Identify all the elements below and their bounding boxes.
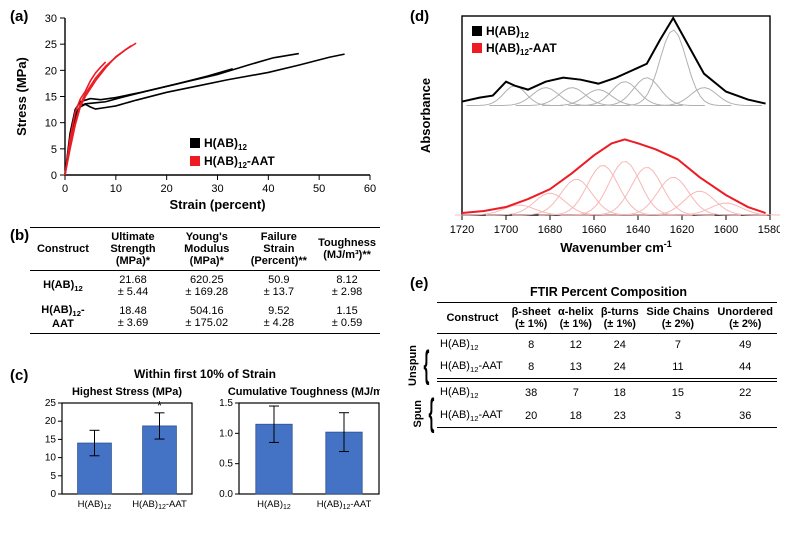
svg-text:25: 25 (45, 39, 57, 51)
ftir-spectra-chart: 1720 1700 1680 1660 1640 1620 1600 1580 Wavenumb… (410, 8, 780, 260)
svg-text:H(AB)12: H(AB)12 (78, 499, 112, 511)
svg-text:1640: 1640 (626, 224, 650, 236)
panel-e-ftir-table: (e) FTIR Percent Composition Constructβ-… (410, 285, 780, 428)
svg-text:10: 10 (110, 183, 122, 195)
panel-c-title: Within first 10% of Strain (30, 367, 380, 381)
svg-text:1680: 1680 (538, 224, 562, 236)
svg-text:1720: 1720 (450, 224, 474, 236)
svg-text:1700: 1700 (494, 224, 518, 236)
svg-text:0.0: 0.0 (219, 489, 233, 500)
svg-text:H(AB)12-AAT: H(AB)12-AAT (317, 499, 372, 511)
svg-text:H(AB)12-AAT: H(AB)12-AAT (486, 41, 557, 57)
svg-text:60: 60 (364, 183, 376, 195)
svg-text:40: 40 (262, 183, 274, 195)
svg-text:Cumulative Toughness (MJ/m³): Cumulative Toughness (MJ/m³) (228, 386, 380, 398)
group-label-unspun: Unspun{ (407, 345, 434, 386)
svg-text:1580: 1580 (758, 224, 780, 236)
svg-text:Absorbance: Absorbance (418, 78, 433, 153)
svg-text:Wavenumber cm-1: Wavenumber cm-1 (560, 239, 672, 255)
highest-stress-bar-chart: Highest Stress (MPa) 0 5 10 15 20 25 H(AB)12 * H(… (26, 381, 193, 526)
panel-a-label: (a) (10, 8, 28, 25)
mechanical-properties-table: ConstructUltimate Strength(MPa)*Young's … (30, 227, 380, 334)
stress-strain-chart: 0 10 20 30 40 50 60 0 5 10 15 20 25 30 Strain (percent… (10, 8, 380, 213)
panel-a-stress-strain: (a) 0 10 20 30 40 50 60 0 5 10 15 20 25 30 Strain (per… (10, 8, 380, 213)
svg-text:H(AB)12-AAT: H(AB)12-AAT (204, 154, 275, 170)
panel-b-label: (b) (10, 227, 29, 244)
svg-text:25: 25 (45, 398, 57, 409)
toughness-bar-chart: Cumulative Toughness (MJ/m³) 0.0 0.5 1.0 1.5… (203, 381, 380, 526)
svg-text:1620: 1620 (670, 224, 694, 236)
panel-e-title: FTIR Percent Composition (437, 285, 780, 299)
svg-text:0.5: 0.5 (219, 459, 233, 470)
svg-text:1.5: 1.5 (219, 398, 233, 409)
svg-text:0: 0 (62, 183, 68, 195)
svg-text:20: 20 (45, 65, 57, 77)
svg-text:20: 20 (45, 416, 57, 427)
svg-text:30: 30 (45, 13, 57, 25)
svg-text:H(AB)12: H(AB)12 (204, 136, 247, 152)
svg-text:H(AB)12: H(AB)12 (257, 499, 291, 511)
svg-text:H(AB)12: H(AB)12 (486, 24, 529, 40)
panel-c-label: (c) (10, 367, 28, 384)
svg-text:10: 10 (45, 118, 57, 130)
svg-text:Highest Stress (MPa): Highest Stress (MPa) (72, 386, 182, 398)
svg-text:0: 0 (51, 170, 57, 182)
svg-text:15: 15 (45, 434, 57, 445)
svg-text:Strain (percent): Strain (percent) (169, 197, 265, 212)
svg-text:1660: 1660 (582, 224, 606, 236)
svg-text:*: * (157, 398, 162, 413)
panel-d-ftir-spectra: (d) 1720 1700 1680 1660 1640 1620 1600 1580 Wave… (410, 8, 780, 253)
svg-text:1.0: 1.0 (219, 428, 233, 439)
panel-d-label: (d) (410, 8, 429, 25)
panel-b-mech-table: (b) ConstructUltimate Strength(MPa)*Youn… (10, 227, 380, 334)
svg-text:10: 10 (45, 453, 57, 464)
panel-e-label: (e) (410, 275, 428, 292)
ftir-composition-table: Constructβ-sheet(± 1%)α-helix(± 1%)β-tur… (437, 302, 777, 428)
panel-c-bar-charts: (c) Within first 10% of Strain Highest S… (10, 367, 380, 526)
svg-text:15: 15 (45, 92, 57, 104)
svg-text:1600: 1600 (714, 224, 738, 236)
svg-text:0: 0 (50, 489, 56, 500)
svg-text:H(AB)12-AAT: H(AB)12-AAT (132, 499, 187, 511)
svg-text:30: 30 (211, 183, 223, 195)
group-label-spun: Spun{ (412, 400, 439, 428)
svg-text:Stress (MPa): Stress (MPa) (14, 57, 29, 136)
svg-text:50: 50 (313, 183, 325, 195)
svg-text:5: 5 (51, 144, 57, 156)
svg-text:20: 20 (161, 183, 173, 195)
svg-text:5: 5 (50, 471, 56, 482)
